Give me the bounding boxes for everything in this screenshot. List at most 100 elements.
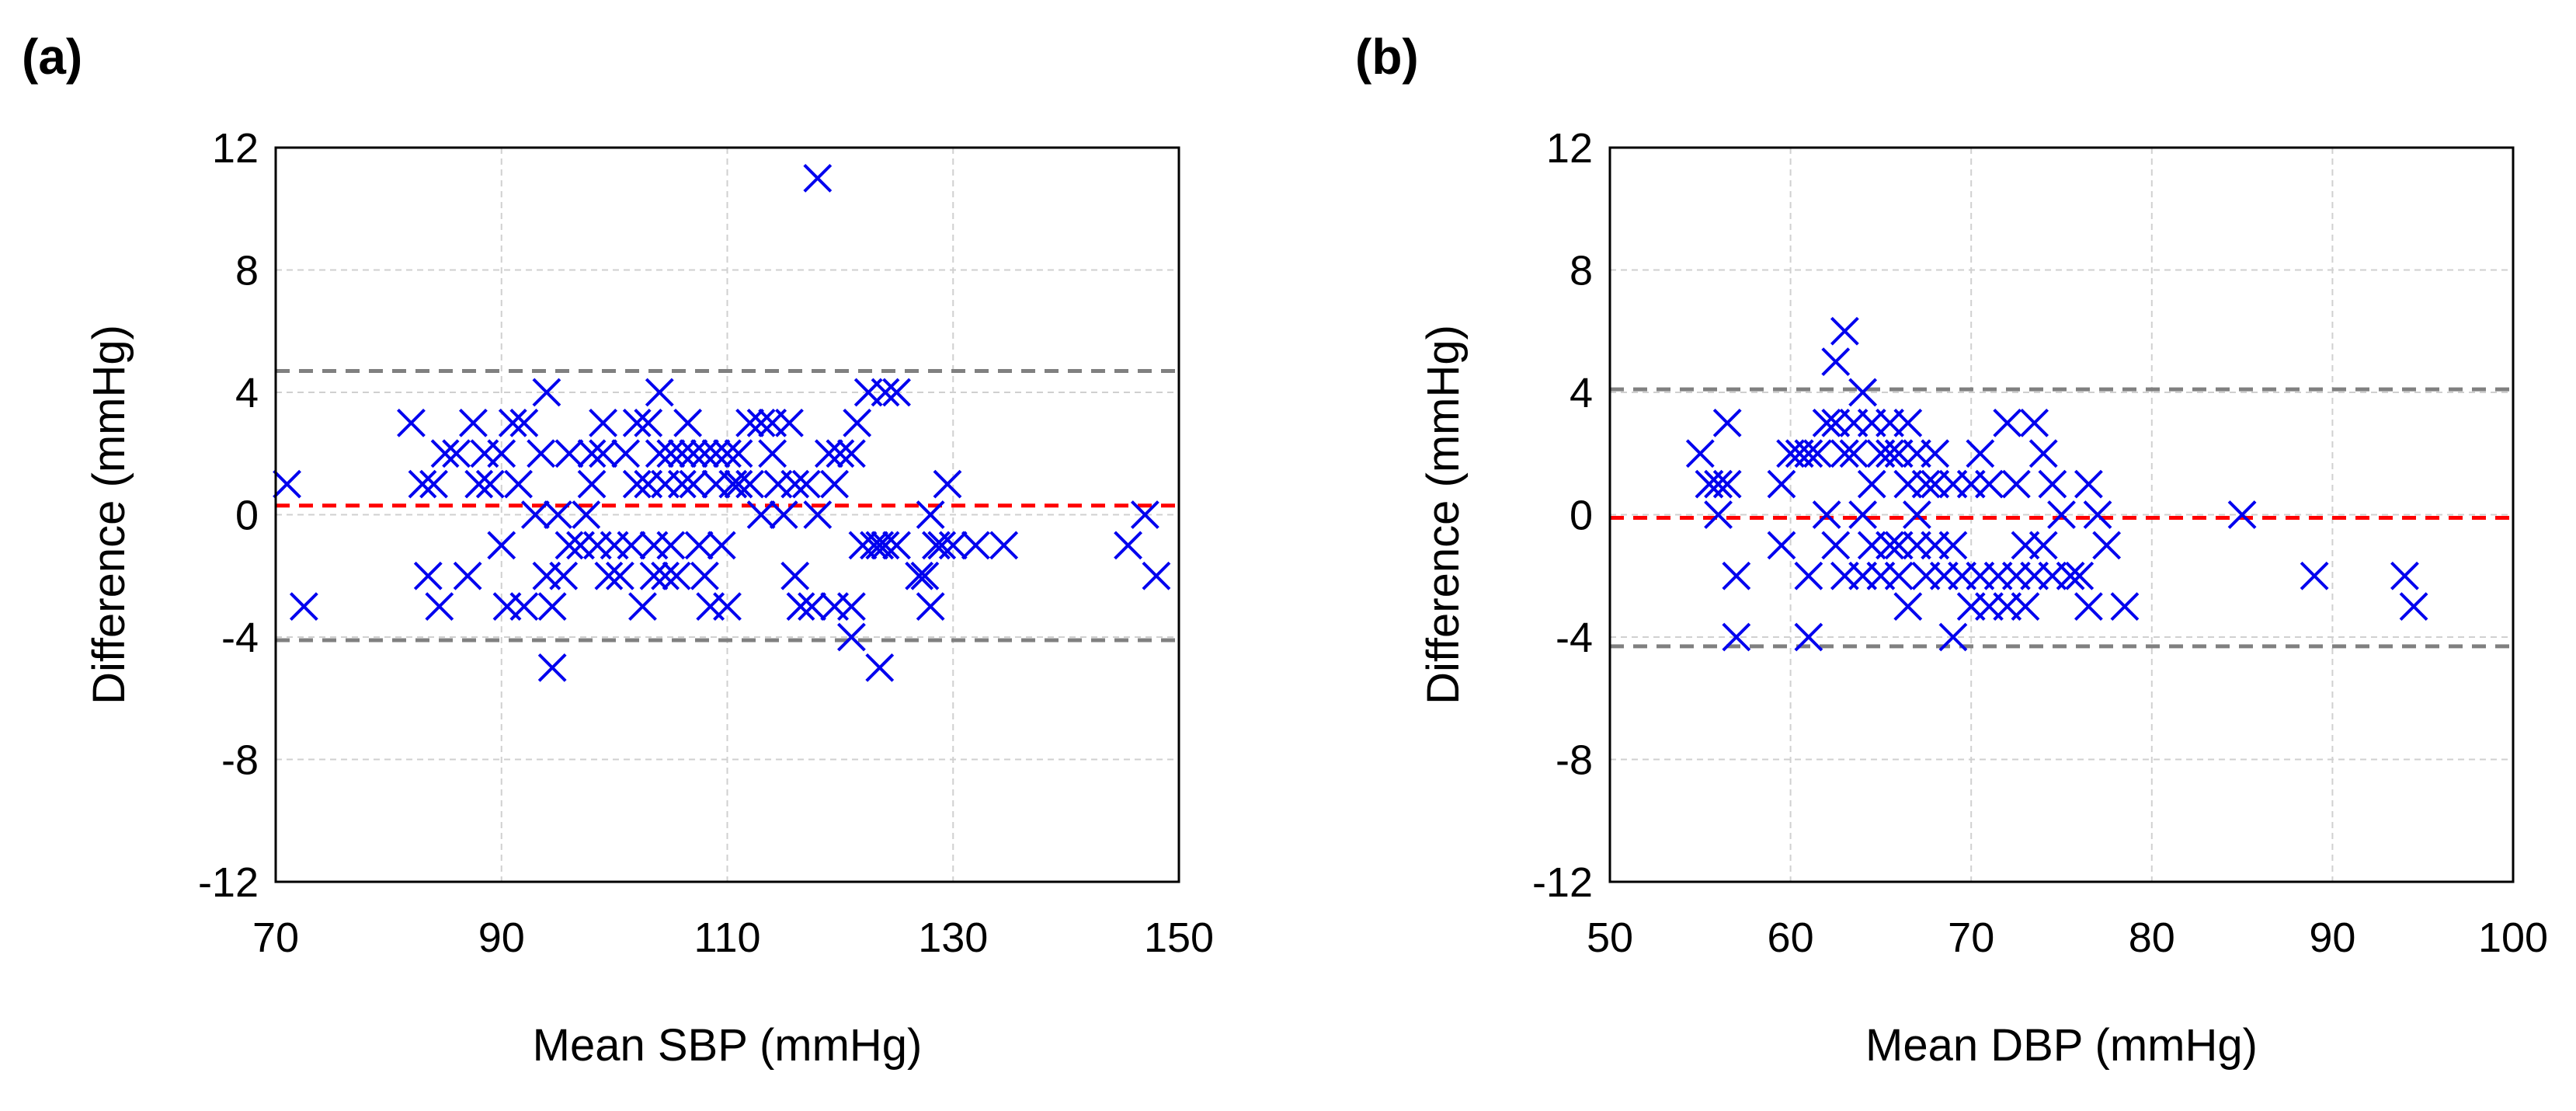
data-point xyxy=(2074,592,2103,622)
data-point xyxy=(532,378,561,407)
data-point xyxy=(1767,469,1796,499)
y-tick-label: -8 xyxy=(1556,737,1593,784)
data-point xyxy=(690,439,719,468)
data-point xyxy=(2056,561,2085,590)
data-point xyxy=(2028,531,2058,560)
data-point xyxy=(1975,469,2004,499)
data-point xyxy=(679,439,708,468)
data-point xyxy=(1911,469,1941,499)
data-point xyxy=(673,408,703,437)
y-tick-label: 8 xyxy=(235,248,259,294)
data-point xyxy=(1794,439,1823,468)
data-point xyxy=(2065,561,2095,590)
data-point xyxy=(408,469,437,499)
data-point xyxy=(871,531,900,560)
data-point xyxy=(905,561,934,590)
data-point xyxy=(662,561,691,590)
data-point xyxy=(2028,439,2058,468)
data-point xyxy=(645,439,674,468)
y-tick-label: -12 xyxy=(1532,859,1593,906)
y-tick-label: 0 xyxy=(1570,493,1593,539)
data-point xyxy=(961,531,990,560)
data-point xyxy=(2227,500,2257,529)
data-point xyxy=(1876,531,1904,560)
data-point xyxy=(786,592,815,622)
data-point xyxy=(289,592,318,622)
data-point xyxy=(860,531,888,560)
data-point xyxy=(780,469,810,499)
x-tick-label: 100 xyxy=(2478,914,2548,961)
data-point xyxy=(1821,347,1851,377)
data-point xyxy=(1722,561,1751,590)
data-point xyxy=(1712,408,1742,437)
plot-frame xyxy=(274,146,1180,883)
data-point xyxy=(713,439,742,468)
data-point xyxy=(1993,408,2022,437)
data-point xyxy=(458,408,488,437)
data-point xyxy=(487,531,516,560)
data-point xyxy=(724,469,753,499)
data-point xyxy=(701,439,731,468)
data-point xyxy=(413,561,443,590)
data-point xyxy=(2300,561,2329,590)
panel-a: (a) 12 8 4 0 -4 -8 -12 70 90 110 130 150 Mean SBP (mm… xyxy=(22,29,1214,1071)
data-point xyxy=(453,561,482,590)
data-point xyxy=(843,408,872,437)
data-point xyxy=(933,469,962,499)
data-point xyxy=(1848,378,1878,407)
data-point xyxy=(2399,592,2428,622)
data-point xyxy=(1821,531,1851,560)
data-point xyxy=(679,469,708,499)
data-point xyxy=(498,408,527,437)
data-point xyxy=(1767,531,1796,560)
data-point xyxy=(622,408,652,437)
data-point xyxy=(836,622,866,652)
data-point xyxy=(814,439,843,468)
data-point xyxy=(2011,592,2040,622)
data-point xyxy=(430,439,460,468)
data-point xyxy=(2092,531,2122,560)
data-point xyxy=(916,592,945,622)
data-point xyxy=(572,500,601,529)
data-point xyxy=(589,439,618,468)
data-point xyxy=(690,561,719,590)
data-point xyxy=(475,469,505,499)
data-point xyxy=(577,469,607,499)
x-axis-label: Mean DBP (mmHg) xyxy=(1865,1020,2258,1071)
data-point xyxy=(2083,500,2112,529)
data-point xyxy=(537,653,567,682)
data-point xyxy=(554,531,584,560)
data-point xyxy=(2020,408,2049,437)
data-point xyxy=(667,469,697,499)
data-point xyxy=(509,592,539,622)
data-point xyxy=(1876,439,1904,468)
data-point xyxy=(803,163,833,193)
data-point xyxy=(634,408,663,437)
data-point xyxy=(622,469,652,499)
data-point xyxy=(775,408,804,437)
data-point xyxy=(707,531,736,560)
data-point xyxy=(826,439,855,468)
data-point xyxy=(639,561,669,590)
y-tick-label: 8 xyxy=(1570,248,1593,294)
data-point xyxy=(684,531,714,560)
data-point xyxy=(487,439,516,468)
data-point xyxy=(820,469,850,499)
data-point xyxy=(713,592,742,622)
data-point xyxy=(1803,439,1832,468)
panel-label: (a) xyxy=(22,29,82,85)
data-point xyxy=(1830,439,1859,468)
data-point xyxy=(2001,469,2031,499)
data-point xyxy=(791,469,821,499)
y-tick-label: -12 xyxy=(198,859,259,906)
data-point xyxy=(651,561,680,590)
data-point xyxy=(798,592,826,622)
data-point xyxy=(273,469,301,499)
data-point xyxy=(2390,561,2419,590)
data-point xyxy=(594,561,624,590)
data-point xyxy=(989,531,1019,560)
data-point xyxy=(656,439,686,468)
x-tick-label: 60 xyxy=(1768,914,1814,961)
data-point xyxy=(1830,316,1859,346)
